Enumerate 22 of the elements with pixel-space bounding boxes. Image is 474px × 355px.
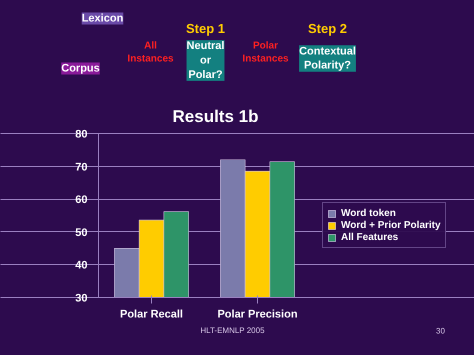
text: 30	[436, 326, 446, 336]
y-tick-label: 70	[75, 161, 88, 174]
y-tick-label: 60	[75, 194, 88, 206]
text: Polar Instances	[242, 40, 290, 65]
chart-title: Results 1b	[172, 107, 258, 126]
text: Neutral or Polar?	[186, 40, 224, 81]
y-tick-label: 40	[75, 260, 88, 272]
x-tick-label: Polar Recall	[120, 308, 183, 320]
y-tick-label: 30	[75, 292, 88, 304]
text: Lexicon	[82, 12, 124, 24]
y-tick-label: 50	[75, 226, 88, 239]
y-tick-label: 80	[75, 128, 88, 140]
legend-label: Word + Prior Polarity	[341, 219, 441, 231]
legend-label: All Features	[341, 231, 398, 243]
text: All Instances	[127, 40, 174, 65]
text: HLT-EMNLP 2005	[200, 326, 266, 335]
text: Step 1	[186, 21, 226, 36]
x-tick-label: Polar Precision	[217, 308, 298, 320]
text: Corpus	[61, 62, 100, 74]
legend-label: Word token	[341, 207, 396, 219]
text: Contextual Polarity?	[299, 45, 356, 72]
text: Step 2	[308, 21, 348, 36]
